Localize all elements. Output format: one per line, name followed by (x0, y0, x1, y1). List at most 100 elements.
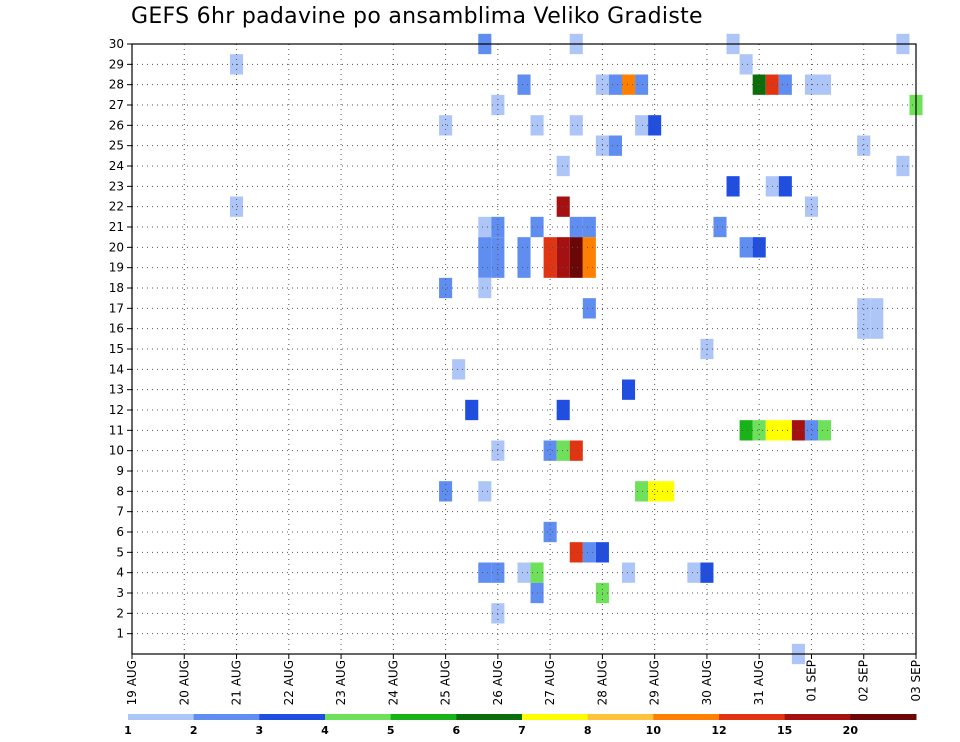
heatmap-cell (543, 237, 557, 258)
y-tick-label: 13 (109, 383, 124, 397)
y-tick-label: 16 (109, 322, 124, 336)
colorbar-label: 12 (711, 724, 726, 737)
heatmap-cell (569, 257, 583, 278)
y-tick-label: 10 (109, 444, 124, 458)
heatmap-cell (635, 115, 649, 136)
colorbar-label: 6 (453, 724, 461, 737)
heatmap-cell (778, 420, 792, 441)
heatmap-cell (739, 420, 753, 441)
y-tick-label: 18 (109, 281, 124, 295)
heatmap-cell (622, 562, 636, 583)
heatmap-cell (622, 74, 636, 95)
heatmap-cell (582, 542, 596, 563)
colorbar-label: 1 (124, 724, 132, 737)
heatmap-cell (439, 481, 453, 502)
heatmap-cell (543, 257, 557, 278)
heatmap-cell (569, 216, 583, 238)
colorbar-label: 7 (518, 724, 526, 737)
heatmap-cell (582, 237, 596, 258)
grid-layer (132, 44, 916, 654)
x-tick-label: 25 AUG (439, 660, 453, 705)
heatmap-cell (778, 176, 792, 197)
y-tick-label: 24 (109, 159, 124, 173)
colorbar-swatch (719, 714, 786, 720)
heatmap-cell (517, 74, 531, 95)
x-tick-label: 24 AUG (386, 660, 400, 705)
colorbar-swatch (456, 714, 523, 720)
heatmap-cell (857, 135, 871, 156)
heatmap-cell (870, 298, 884, 319)
heatmap-cell (556, 155, 570, 177)
x-tick-label: 21 AUG (230, 660, 244, 705)
heatmap-cell (543, 440, 557, 461)
heatmap-cell (569, 115, 583, 136)
colorbar-swatch (784, 714, 851, 720)
heatmap-cell (648, 115, 662, 136)
heatmap-cell (635, 481, 649, 502)
heatmap-cell (556, 440, 570, 461)
heatmap-cell (230, 196, 244, 217)
y-tick-label: 11 (109, 423, 124, 437)
y-tick-label: 14 (109, 362, 124, 376)
heatmap-cell (622, 379, 636, 400)
x-tick-label: 26 AUG (491, 660, 505, 705)
heatmap-cell (478, 257, 492, 278)
cells-layer (230, 33, 923, 665)
colorbar-label: 4 (321, 724, 329, 737)
heatmap-cell (452, 359, 466, 380)
heatmap-cell (713, 216, 727, 238)
y-tick-label: 1 (116, 627, 124, 641)
heatmap-cell (478, 277, 492, 299)
colorbar: 1 2 3 4 5 6 7 8 10 12 15 20 (124, 714, 917, 737)
heatmap-cell (752, 237, 766, 258)
colorbar-swatch (128, 714, 195, 720)
heatmap-cell (569, 440, 583, 461)
colorbar-label: 15 (777, 724, 792, 737)
y-tick-label: 26 (109, 118, 124, 132)
y-tick-label: 15 (109, 342, 124, 356)
heatmap-cell (439, 115, 453, 136)
heatmap-cell (517, 562, 531, 583)
y-tick-label: 20 (109, 240, 124, 254)
x-tick-label: 19 AUG (125, 660, 139, 705)
colorbar-swatch (259, 714, 326, 720)
y-tick-label: 25 (109, 139, 124, 153)
heatmap-cell (804, 196, 818, 217)
y-tick-label: 30 (109, 37, 124, 51)
y-tick-label: 6 (116, 525, 124, 539)
heatmap-cell (556, 196, 570, 217)
colorbar-label: 8 (584, 724, 592, 737)
heatmap-cell (478, 562, 492, 583)
y-tick-label: 2 (116, 606, 124, 620)
heatmap-cell (517, 237, 531, 258)
x-tick-label: 23 AUG (334, 660, 348, 705)
heatmap-cell (556, 237, 570, 258)
colorbar-swatch (193, 714, 260, 720)
heatmap-cell (791, 420, 805, 441)
y-tick-label: 29 (109, 57, 124, 71)
colorbar-swatch (390, 714, 457, 720)
heatmap-cell (700, 562, 714, 583)
heatmap-cell (739, 54, 753, 75)
x-tick-label: 02 SEP (857, 660, 871, 702)
chart-title: GEFS 6hr padavine po ansamblima Veliko G… (131, 4, 703, 29)
x-tick-label: 20 AUG (177, 660, 191, 705)
heatmap-cell (569, 237, 583, 258)
heatmap-cell (804, 420, 818, 441)
heatmap-cell (726, 176, 740, 197)
heatmap-cell (818, 420, 832, 441)
heatmap-cell (818, 74, 832, 95)
x-tick-label: 27 AUG (543, 660, 557, 705)
heatmap-cell (582, 216, 596, 238)
x-axis: 19 AUG 20 AUG 21 AUG 22 AUG 23 AUG 24 AUG 25 A… (125, 654, 923, 705)
heatmap-cell (739, 237, 753, 258)
heatmap-cell (543, 521, 557, 543)
heatmap-cell (556, 257, 570, 278)
colorbar-label: 5 (387, 724, 395, 737)
y-tick-label: 7 (116, 505, 124, 519)
x-tick-label: 31 AUG (752, 660, 766, 705)
heatmap-cell (870, 318, 884, 339)
colorbar-swatch (325, 714, 392, 720)
heatmap-cell (857, 318, 871, 339)
y-tick-label: 22 (109, 200, 124, 214)
